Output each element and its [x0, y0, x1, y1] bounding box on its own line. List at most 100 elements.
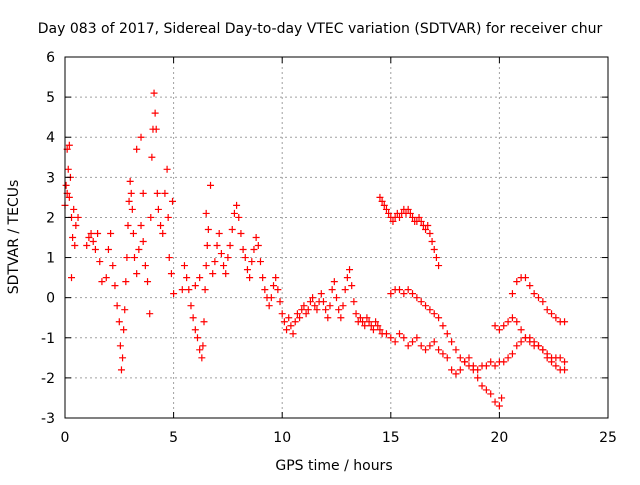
data-points [61, 89, 569, 410]
data-point [426, 306, 434, 314]
data-point [183, 274, 191, 282]
data-point [487, 358, 495, 366]
data-point [280, 318, 288, 326]
data-point [207, 181, 215, 189]
data-point [328, 286, 336, 294]
data-point [113, 302, 121, 310]
data-point [400, 290, 408, 298]
data-point [435, 314, 443, 322]
data-point [133, 270, 141, 278]
data-point [413, 334, 421, 342]
y-tick-label: 4 [46, 130, 55, 146]
data-point [123, 254, 131, 262]
data-point [137, 221, 145, 229]
data-point [150, 89, 158, 97]
data-point [147, 213, 155, 221]
data-point [159, 229, 167, 237]
data-point [94, 229, 102, 237]
data-point [215, 229, 223, 237]
data-point [313, 306, 321, 314]
data-point [157, 221, 165, 229]
data-point [543, 354, 551, 362]
data-point [65, 193, 73, 201]
data-point [193, 334, 201, 342]
data-point [178, 286, 186, 294]
data-point [187, 302, 195, 310]
data-point [376, 193, 384, 201]
data-point [526, 334, 534, 342]
data-point [243, 266, 251, 274]
data-point [126, 177, 134, 185]
data-point [337, 314, 345, 322]
data-point [500, 322, 508, 330]
data-point [152, 125, 160, 133]
data-point [220, 262, 228, 270]
data-point [491, 398, 499, 406]
data-point [548, 358, 556, 366]
data-point [165, 254, 173, 262]
data-point [202, 262, 210, 270]
data-point [278, 310, 286, 318]
data-point [170, 290, 178, 298]
data-point [164, 213, 172, 221]
data-point [404, 286, 412, 294]
data-point [233, 201, 241, 209]
data-point [91, 246, 99, 254]
data-point [498, 394, 506, 402]
data-point [189, 314, 197, 322]
data-point [404, 342, 412, 350]
data-point [300, 302, 308, 310]
data-point [319, 298, 327, 306]
data-point [448, 338, 456, 346]
data-point [322, 306, 330, 314]
x-tick-label: 0 [61, 430, 70, 446]
x-tick-label: 20 [490, 430, 508, 446]
data-point [395, 330, 403, 338]
data-point [352, 310, 360, 318]
data-point [317, 290, 325, 298]
data-point [513, 342, 521, 350]
data-point [309, 294, 317, 302]
data-point [324, 314, 332, 322]
data-point [239, 246, 247, 254]
y-tick-label: 3 [46, 170, 55, 186]
data-point [291, 318, 299, 326]
data-point [267, 294, 275, 302]
y-tick-label: 5 [46, 90, 55, 106]
data-point [137, 133, 145, 141]
data-point [129, 229, 137, 237]
data-point [452, 346, 460, 354]
data-point [254, 242, 262, 250]
data-point [228, 225, 236, 233]
data-point [432, 254, 440, 262]
data-point [409, 213, 417, 221]
data-point [409, 338, 417, 346]
chart-title: Day 083 of 2017, Sidereal Day-to-day VTE… [38, 21, 603, 37]
data-point [64, 165, 72, 173]
data-point [98, 278, 106, 286]
data-point [363, 314, 371, 322]
data-point [211, 258, 219, 266]
data-point [72, 221, 80, 229]
data-point [439, 322, 447, 330]
data-point [116, 342, 124, 350]
data-point [487, 390, 495, 398]
data-point [448, 366, 456, 374]
data-point [456, 366, 464, 374]
data-point [115, 318, 123, 326]
data-point [117, 366, 125, 374]
data-point [456, 354, 464, 362]
data-point [395, 286, 403, 294]
data-point [135, 246, 143, 254]
data-point [430, 338, 438, 346]
data-point [289, 330, 297, 338]
data-point [426, 229, 434, 237]
data-point [422, 225, 430, 233]
data-point [406, 209, 414, 217]
data-point [199, 342, 207, 350]
data-point [443, 330, 451, 338]
data-point [376, 326, 384, 334]
data-point [543, 306, 551, 314]
data-point [346, 266, 354, 274]
data-point [461, 358, 469, 366]
